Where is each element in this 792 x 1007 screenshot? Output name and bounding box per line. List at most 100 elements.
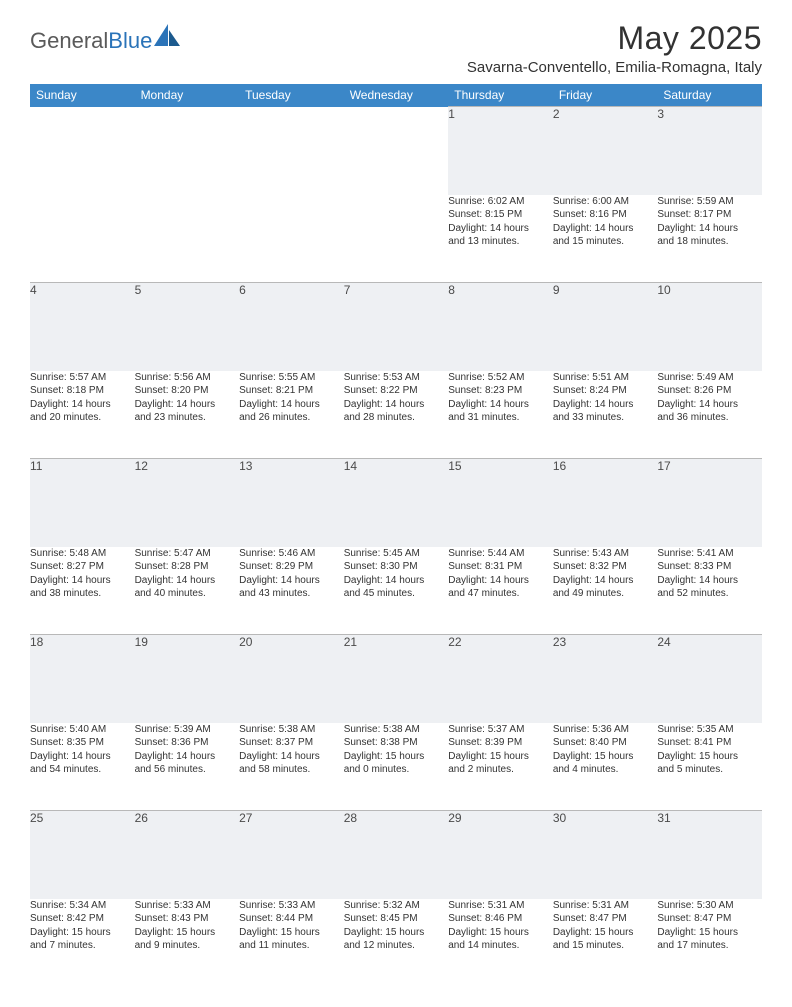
day-cell: Sunrise: 5:30 AMSunset: 8:47 PMDaylight:… (657, 899, 762, 987)
sunset-text: Sunset: 8:36 PM (135, 736, 240, 750)
month-title: May 2025 (467, 20, 762, 57)
daylight-line1: Daylight: 15 hours (657, 926, 762, 940)
sunset-text: Sunset: 8:22 PM (344, 384, 449, 398)
sunrise-text: Sunrise: 5:33 AM (239, 899, 344, 913)
daylight-line2: and 4 minutes. (553, 763, 658, 777)
day-number: 6 (239, 283, 344, 371)
sunrise-text: Sunrise: 5:31 AM (448, 899, 553, 913)
daylight-line2: and 33 minutes. (553, 411, 658, 425)
day-number: 27 (239, 811, 344, 899)
daylight-line1: Daylight: 14 hours (344, 574, 449, 588)
sunset-text: Sunset: 8:47 PM (657, 912, 762, 926)
day-cell: Sunrise: 5:45 AMSunset: 8:30 PMDaylight:… (344, 547, 449, 635)
daynum-empty (344, 107, 449, 195)
daydata-row: Sunrise: 5:48 AMSunset: 8:27 PMDaylight:… (30, 547, 762, 635)
daydata-empty (135, 195, 240, 283)
day-cell: Sunrise: 5:53 AMSunset: 8:22 PMDaylight:… (344, 371, 449, 459)
day-number: 5 (135, 283, 240, 371)
day-cell: Sunrise: 5:41 AMSunset: 8:33 PMDaylight:… (657, 547, 762, 635)
daylight-line2: and 23 minutes. (135, 411, 240, 425)
day-cell: Sunrise: 6:02 AMSunset: 8:15 PMDaylight:… (448, 195, 553, 283)
daylight-line1: Daylight: 15 hours (553, 926, 658, 940)
sunrise-text: Sunrise: 5:32 AM (344, 899, 449, 913)
sunrise-text: Sunrise: 5:57 AM (30, 371, 135, 385)
daylight-line2: and 9 minutes. (135, 939, 240, 953)
day-number: 3 (657, 107, 762, 195)
sunrise-text: Sunrise: 5:52 AM (448, 371, 553, 385)
day-cell: Sunrise: 5:44 AMSunset: 8:31 PMDaylight:… (448, 547, 553, 635)
sunrise-text: Sunrise: 5:35 AM (657, 723, 762, 737)
logo-part1: General (30, 28, 108, 53)
sunrise-text: Sunrise: 5:47 AM (135, 547, 240, 561)
sunset-text: Sunset: 8:29 PM (239, 560, 344, 574)
sunset-text: Sunset: 8:45 PM (344, 912, 449, 926)
day-number: 1 (448, 107, 553, 195)
day-cell: Sunrise: 5:37 AMSunset: 8:39 PMDaylight:… (448, 723, 553, 811)
day-number: 22 (448, 635, 553, 723)
day-cell: Sunrise: 5:57 AMSunset: 8:18 PMDaylight:… (30, 371, 135, 459)
daylight-line2: and 11 minutes. (239, 939, 344, 953)
weekday-header: Thursday (448, 84, 553, 107)
daylight-line1: Daylight: 14 hours (657, 222, 762, 236)
daylight-line2: and 56 minutes. (135, 763, 240, 777)
day-number: 25 (30, 811, 135, 899)
daylight-line1: Daylight: 15 hours (657, 750, 762, 764)
sunset-text: Sunset: 8:23 PM (448, 384, 553, 398)
daylight-line2: and 54 minutes. (30, 763, 135, 777)
daylight-line2: and 20 minutes. (30, 411, 135, 425)
sunset-text: Sunset: 8:38 PM (344, 736, 449, 750)
daylight-line2: and 15 minutes. (553, 235, 658, 249)
daydata-row: Sunrise: 5:34 AMSunset: 8:42 PMDaylight:… (30, 899, 762, 987)
day-cell: Sunrise: 5:31 AMSunset: 8:47 PMDaylight:… (553, 899, 658, 987)
weekday-header: Monday (135, 84, 240, 107)
sunset-text: Sunset: 8:32 PM (553, 560, 658, 574)
daylight-line2: and 36 minutes. (657, 411, 762, 425)
sunset-text: Sunset: 8:28 PM (135, 560, 240, 574)
day-number: 21 (344, 635, 449, 723)
daylight-line2: and 26 minutes. (239, 411, 344, 425)
sunset-text: Sunset: 8:24 PM (553, 384, 658, 398)
daylight-line1: Daylight: 15 hours (344, 750, 449, 764)
day-number: 7 (344, 283, 449, 371)
daylight-line1: Daylight: 14 hours (30, 574, 135, 588)
daylight-line1: Daylight: 14 hours (553, 398, 658, 412)
daydata-empty (30, 195, 135, 283)
daylight-line2: and 7 minutes. (30, 939, 135, 953)
sunrise-text: Sunrise: 5:55 AM (239, 371, 344, 385)
day-number: 16 (553, 459, 658, 547)
daylight-line1: Daylight: 14 hours (135, 574, 240, 588)
daynum-row: 18192021222324 (30, 635, 762, 723)
daynum-empty (135, 107, 240, 195)
sunrise-text: Sunrise: 5:45 AM (344, 547, 449, 561)
daylight-line1: Daylight: 15 hours (448, 750, 553, 764)
daylight-line2: and 31 minutes. (448, 411, 553, 425)
daylight-line1: Daylight: 14 hours (448, 398, 553, 412)
daylight-line2: and 28 minutes. (344, 411, 449, 425)
sunrise-text: Sunrise: 5:37 AM (448, 723, 553, 737)
day-number: 30 (553, 811, 658, 899)
sunset-text: Sunset: 8:42 PM (30, 912, 135, 926)
daylight-line1: Daylight: 15 hours (239, 926, 344, 940)
daylight-line1: Daylight: 14 hours (657, 574, 762, 588)
daynum-empty (30, 107, 135, 195)
daylight-line1: Daylight: 15 hours (30, 926, 135, 940)
sunset-text: Sunset: 8:46 PM (448, 912, 553, 926)
sunrise-text: Sunrise: 5:59 AM (657, 195, 762, 209)
daylight-line2: and 18 minutes. (657, 235, 762, 249)
sunrise-text: Sunrise: 5:53 AM (344, 371, 449, 385)
sunrise-text: Sunrise: 5:34 AM (30, 899, 135, 913)
day-number: 20 (239, 635, 344, 723)
daylight-line2: and 5 minutes. (657, 763, 762, 777)
day-number: 10 (657, 283, 762, 371)
sunrise-text: Sunrise: 5:36 AM (553, 723, 658, 737)
weekday-header: Saturday (657, 84, 762, 107)
sunrise-text: Sunrise: 5:38 AM (239, 723, 344, 737)
weekday-header: Friday (553, 84, 658, 107)
day-number: 23 (553, 635, 658, 723)
daylight-line2: and 2 minutes. (448, 763, 553, 777)
daynum-empty (239, 107, 344, 195)
daylight-line2: and 49 minutes. (553, 587, 658, 601)
sunset-text: Sunset: 8:20 PM (135, 384, 240, 398)
day-cell: Sunrise: 5:39 AMSunset: 8:36 PMDaylight:… (135, 723, 240, 811)
daylight-line1: Daylight: 15 hours (553, 750, 658, 764)
